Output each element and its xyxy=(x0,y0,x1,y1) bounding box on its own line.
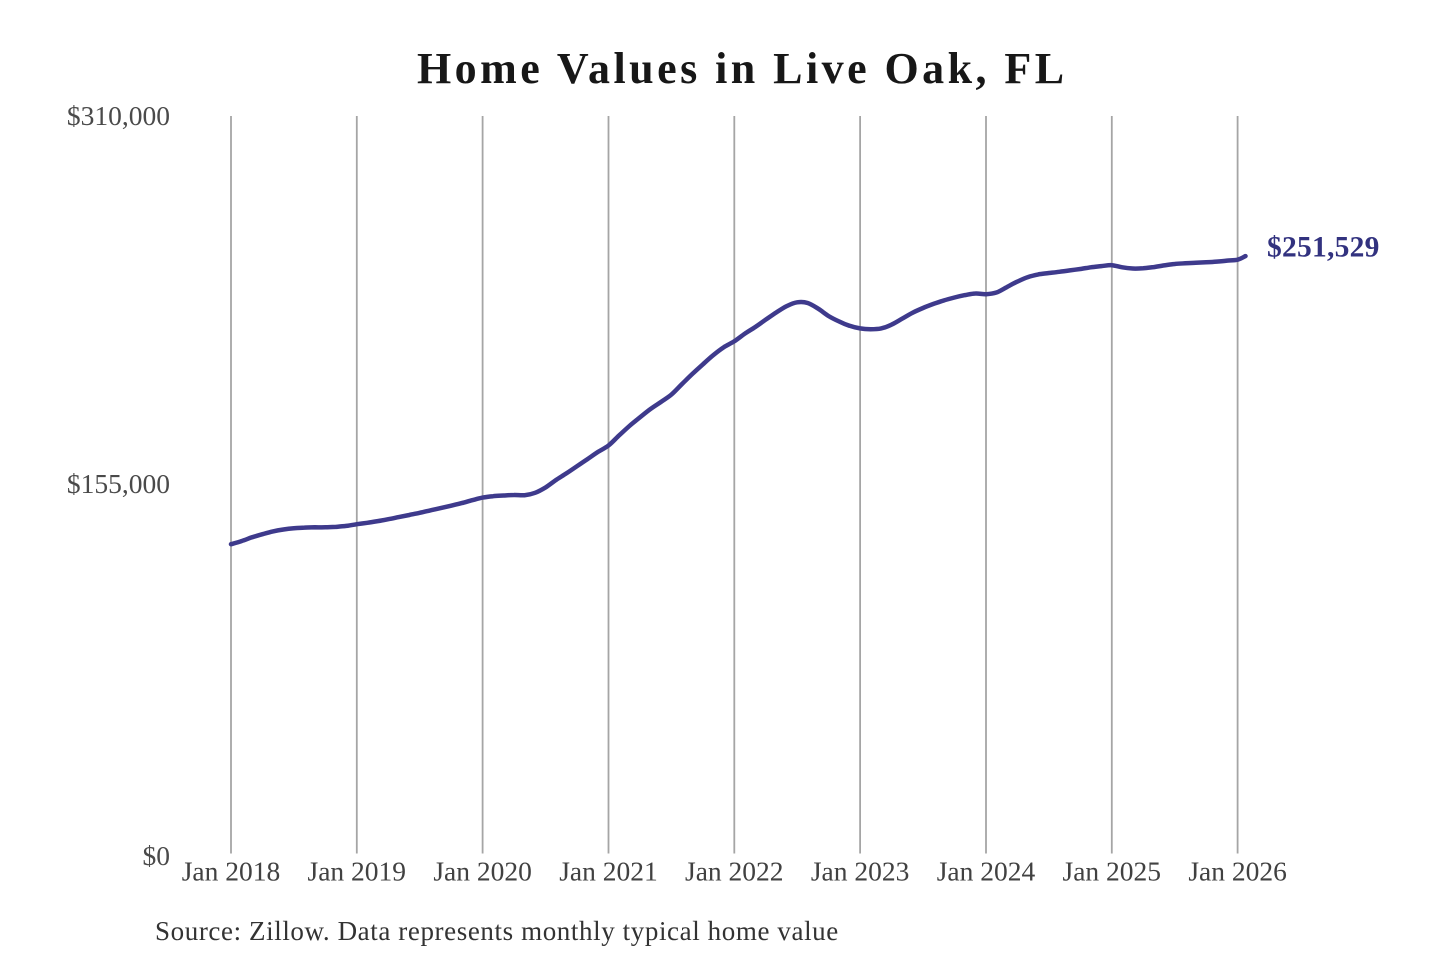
svg-text:$251,529: $251,529 xyxy=(1267,232,1380,264)
svg-text:Jan 2023: Jan 2023 xyxy=(811,856,910,887)
svg-text:Jan 2025: Jan 2025 xyxy=(1063,856,1162,887)
svg-text:Jan 2019: Jan 2019 xyxy=(308,856,407,887)
svg-text:$310,000: $310,000 xyxy=(67,100,170,131)
svg-text:Jan 2021: Jan 2021 xyxy=(559,856,658,887)
svg-text:$0: $0 xyxy=(143,840,171,871)
svg-text:Jan 2020: Jan 2020 xyxy=(433,856,532,887)
svg-text:Home Values in Live Oak, FL: Home Values in Live Oak, FL xyxy=(417,44,1068,93)
svg-text:Source: Zillow. Data represent: Source: Zillow. Data represents monthly … xyxy=(155,916,839,946)
svg-text:Jan 2026: Jan 2026 xyxy=(1188,856,1287,887)
svg-text:$155,000: $155,000 xyxy=(67,468,170,499)
svg-text:Jan 2018: Jan 2018 xyxy=(182,856,281,887)
svg-text:Jan 2022: Jan 2022 xyxy=(685,856,784,887)
svg-text:Jan 2024: Jan 2024 xyxy=(937,856,1036,887)
